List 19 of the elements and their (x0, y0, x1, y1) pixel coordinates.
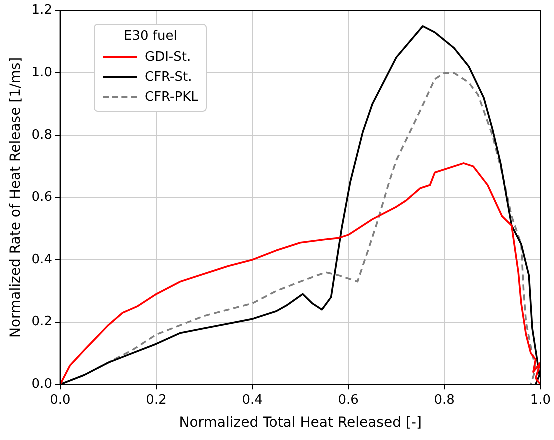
y-tick-label: 0.4 (32, 252, 52, 268)
x-tick-label: 1.0 (530, 392, 552, 408)
legend-label: CFR-St. (145, 70, 192, 84)
x-tick-label: 0.2 (146, 392, 167, 408)
x-tick-label: 0.6 (338, 392, 359, 408)
legend-label: GDI-St. (145, 50, 192, 64)
x-tick-label: 0.4 (242, 392, 263, 408)
y-tick-label: 0.8 (32, 128, 52, 143)
x-tick-label: 0.0 (50, 392, 71, 408)
y-tick-label: 1.0 (32, 65, 52, 80)
x-tick-label: 0.8 (434, 392, 455, 408)
y-axis-title: Normalized Rate of Heat Release [1/ms] (8, 57, 24, 338)
x-axis-title: Normalized Total Heat Released [-] (179, 415, 422, 432)
y-tick-label: 1.2 (32, 3, 52, 18)
y-tick-label: 0.0 (32, 376, 52, 392)
y-tick-label: 0.6 (32, 190, 52, 206)
legend-label: CFR-PKL (145, 90, 198, 104)
y-tick-label: 0.2 (32, 314, 52, 330)
legend-title: E30 fuel (123, 29, 178, 44)
